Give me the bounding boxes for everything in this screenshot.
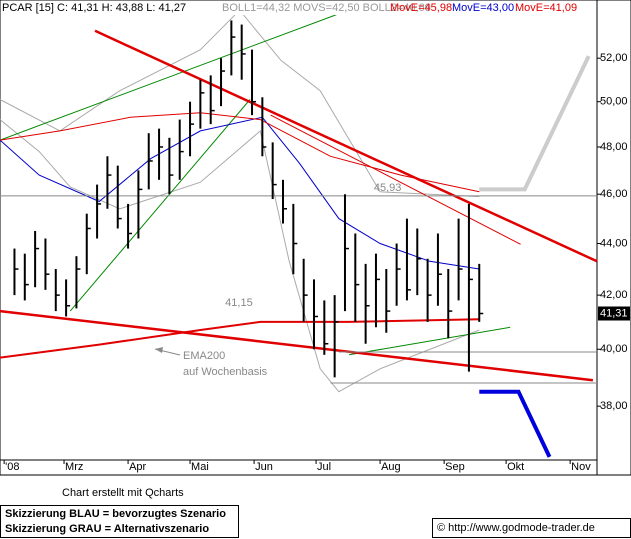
header-bg [1, 1, 576, 15]
last-price-label: 41,31 [600, 307, 628, 319]
y-tick-label: 46,00 [600, 188, 628, 200]
annotation: EMA200 [183, 350, 225, 362]
header-text: MovE=43,00 [452, 2, 514, 14]
overlay-line [0, 5, 360, 141]
y-axis-area [596, 0, 631, 476]
x-tick-label: Jul [317, 461, 331, 473]
y-tick-label: 44,00 [600, 237, 628, 249]
header-text: BOLL1=44,32 MOVS=42,50 BOLL2=40,69 [222, 2, 431, 14]
legend-box [0, 505, 239, 538]
header-text: MovE=41,09 [515, 2, 577, 14]
overlay-line [0, 318, 480, 359]
x-tick-label: Apr [129, 461, 146, 473]
x-tick-label: '08 [5, 461, 19, 473]
overlay-line [94, 29, 598, 263]
y-tick-label: 42,00 [600, 289, 628, 301]
x-tick-label: Mai [191, 461, 209, 473]
level-label: 41,15 [225, 297, 253, 309]
header-text: PCAR [15] C: 41,31 H: 43,88 L: 41,27 [2, 2, 186, 14]
credit: Chart erstellt mit Qcharts [62, 487, 184, 499]
x-tick-label: Aug [381, 461, 401, 473]
y-tick-label: 40,00 [600, 343, 628, 355]
x-tick-label: Sep [445, 461, 465, 473]
y-tick-label: 50,00 [600, 96, 628, 108]
overlay-line [0, 309, 594, 382]
overlay-line [270, 114, 521, 245]
level-label: 45,93 [374, 182, 402, 194]
annotation: auf Wochenbasis [183, 366, 268, 378]
overlay-line [69, 99, 251, 312]
y-tick-label: 48,00 [600, 141, 628, 153]
y-tick-label: 52,00 [600, 52, 628, 64]
x-axis-area [0, 459, 598, 476]
overlay-line [479, 389, 552, 458]
header-text: MovE=45,98 [390, 2, 452, 14]
legend-entry: Skizzierung BLAU = bevorzugtes Szenario [5, 508, 226, 520]
x-tick-label: Mrz [65, 461, 83, 473]
last-price-box [598, 306, 630, 321]
x-tick-label: Nov [571, 461, 591, 473]
legend-entry: Skizzierung GRAU = Alternativszenario [5, 523, 209, 535]
x-tick-label: Jun [255, 461, 273, 473]
overlay-line [349, 326, 511, 356]
overlay-line [479, 55, 591, 192]
x-tick-label: Okt [507, 461, 524, 473]
y-tick-label: 38,00 [600, 400, 628, 412]
arrow-head [155, 347, 163, 353]
overlay-line [0, 112, 480, 193]
source: © http://www.godmode-trader.de [437, 522, 595, 534]
overlay-line [0, 119, 480, 393]
